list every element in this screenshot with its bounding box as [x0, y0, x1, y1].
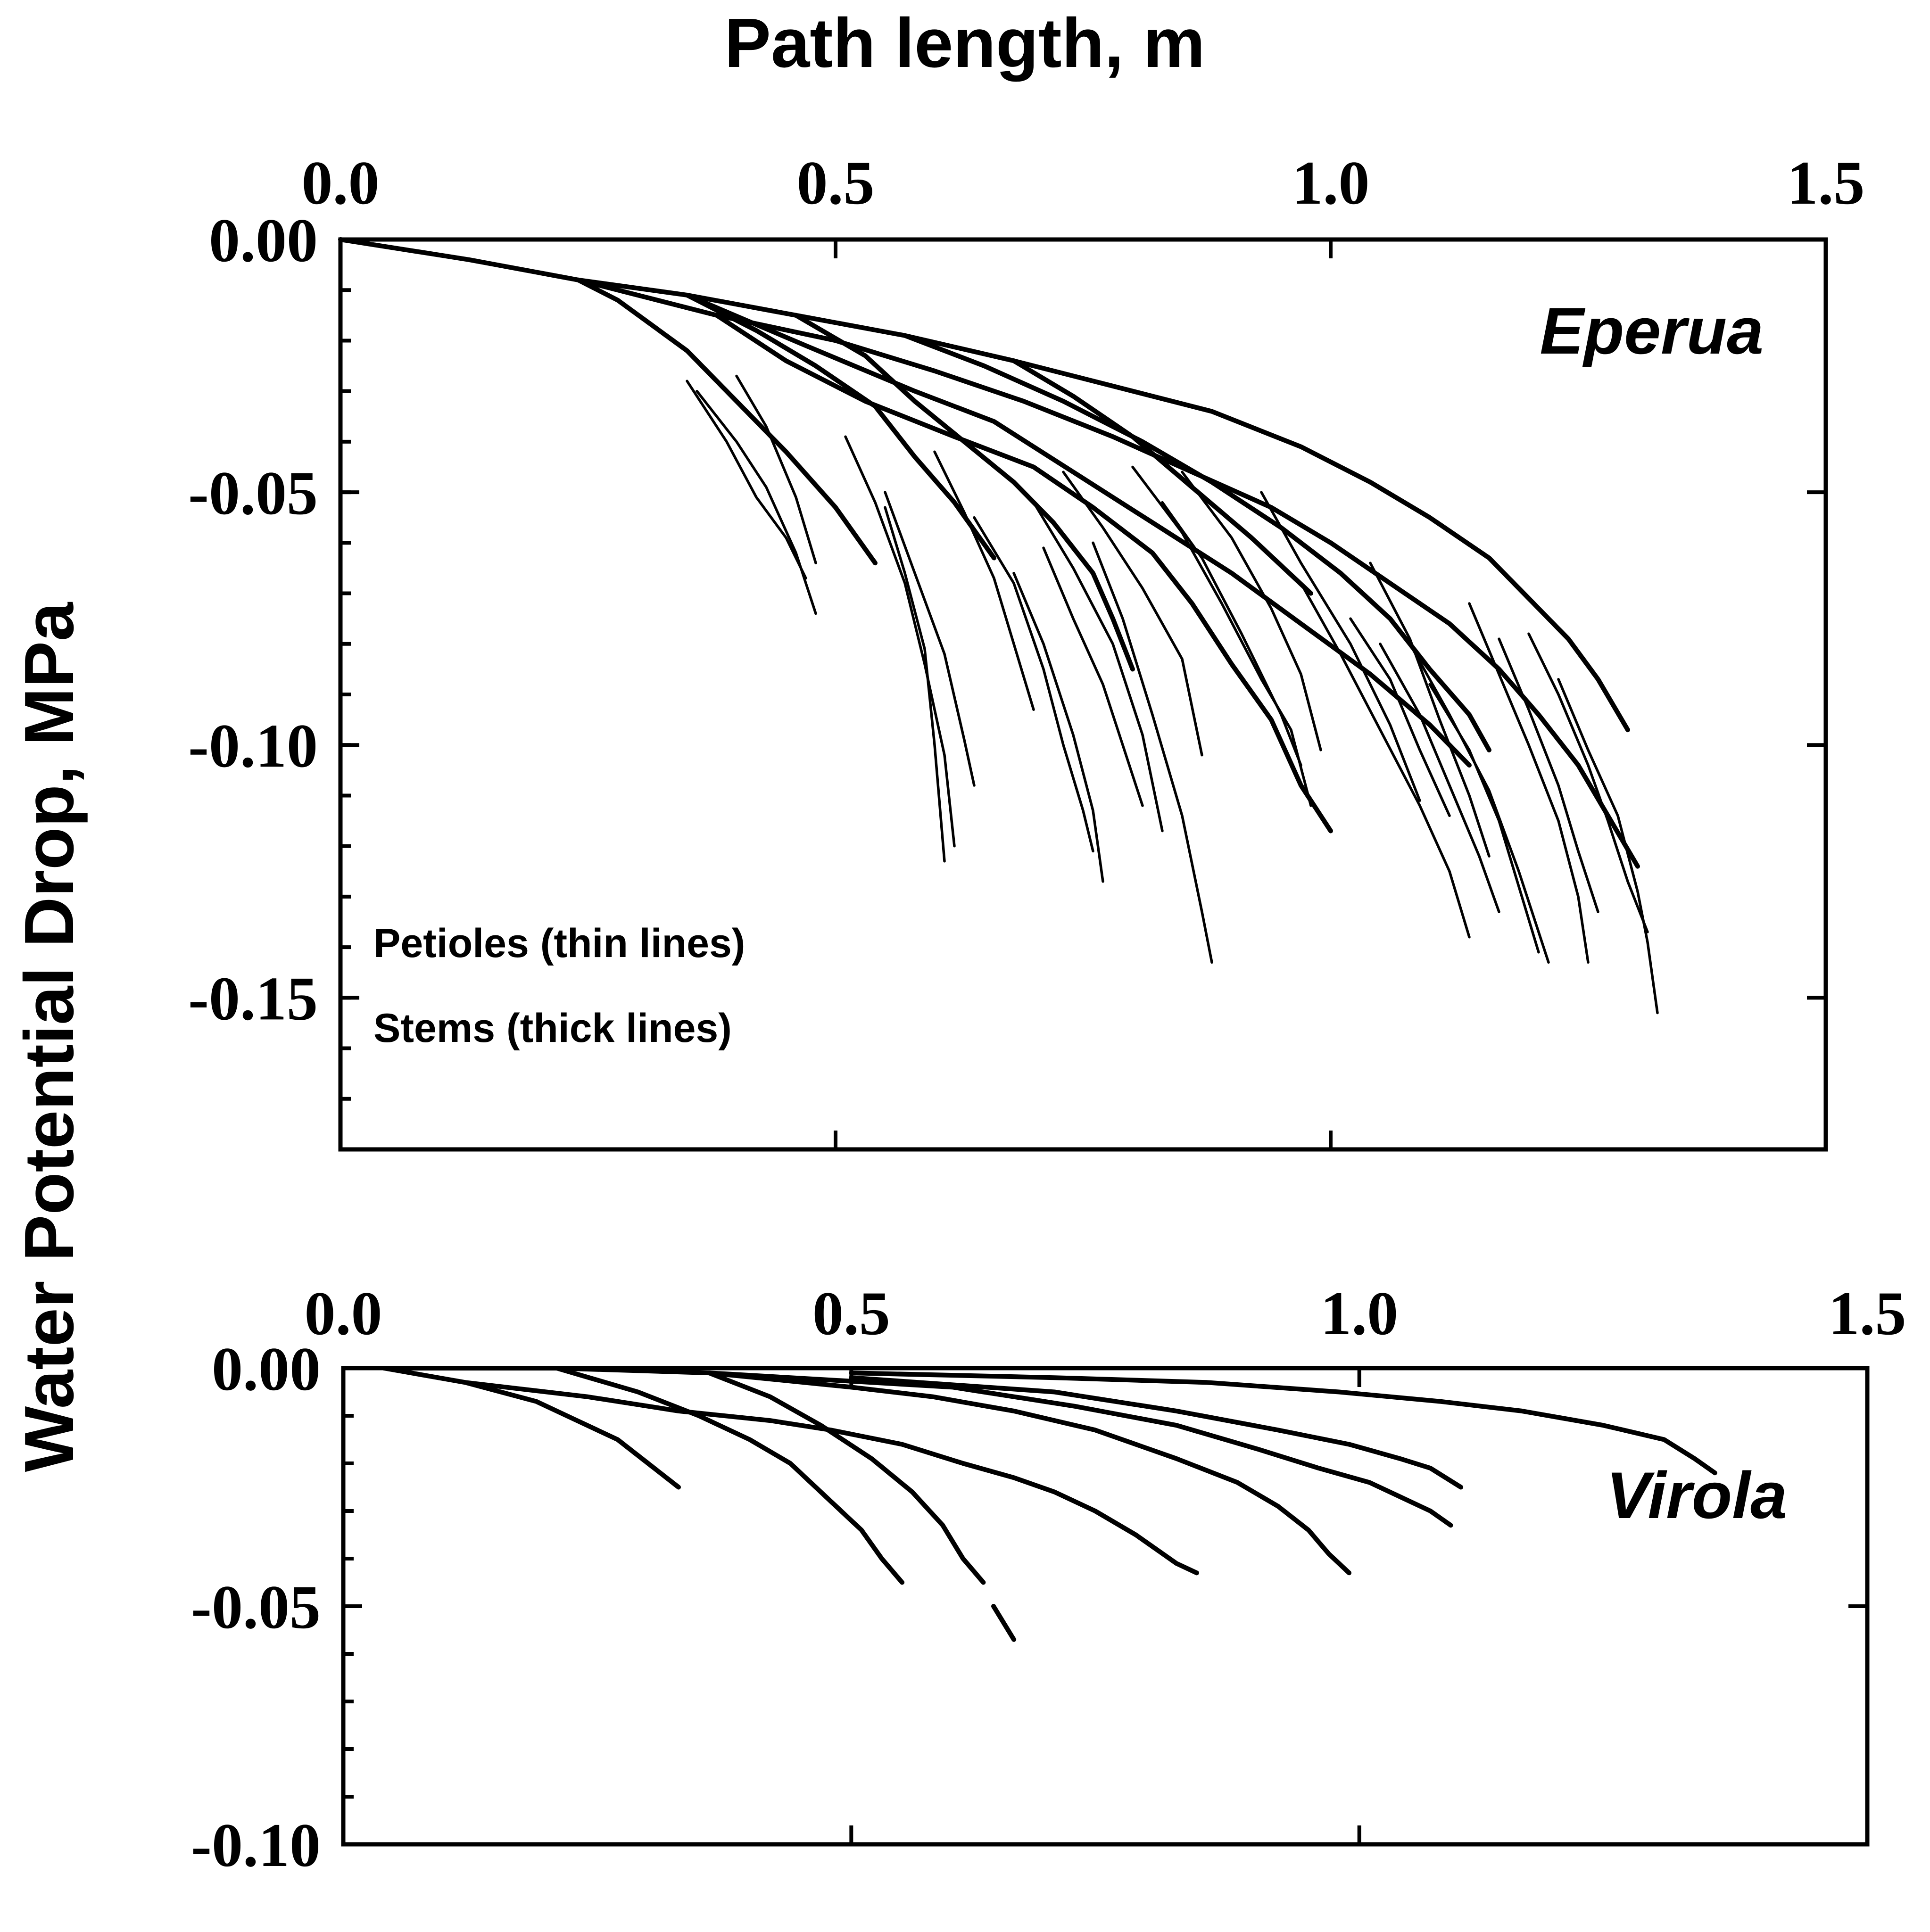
virola-species-label: Virola — [1606, 1458, 1787, 1532]
eperua-stem-line — [714, 313, 1333, 834]
eperua-petiole-line — [1408, 643, 1550, 964]
eperua-x-tick-label: 1.0 — [1292, 148, 1370, 217]
eperua-y-ticks: 0.00 -0.05 -0.10 -0.15 — [188, 206, 1826, 1033]
virola-x-tick-label: 0.5 — [812, 1279, 890, 1348]
eperua-petiole-line — [1498, 637, 1599, 913]
virola-series — [381, 1366, 1717, 1642]
virola-stem-line — [706, 1371, 1352, 1576]
eperua-petiole-line — [1131, 465, 1312, 807]
eperua-petiole-line — [735, 374, 817, 564]
eperua-stem-line — [685, 292, 1472, 768]
eperua-petiole-line — [844, 435, 956, 848]
eperua-stem-line — [576, 277, 1640, 869]
eperua-x-tick-label: 1.5 — [1787, 148, 1865, 217]
eperua-petiole-line — [933, 450, 1035, 711]
eperua-petiole-line — [1527, 632, 1649, 933]
eperua-x-tick-label: 0.0 — [302, 148, 380, 217]
eperua-stem-line — [1011, 358, 1313, 596]
eperua-petiole-line — [1032, 501, 1164, 833]
eperua-y-tick-label: -0.15 — [188, 964, 318, 1033]
eperua-petiole-line — [973, 516, 1094, 853]
virola-stem-line — [849, 1375, 1464, 1490]
eperua-petiole-line — [1379, 643, 1500, 913]
eperua-x-ticks: 0.0 0.5 1.0 1.5 — [302, 148, 1865, 1149]
virola-stem-line — [463, 1380, 1199, 1576]
virola-x-ticks: 0.0 0.5 1.0 1.5 — [305, 1279, 1906, 1844]
eperua-species-label: Eperua — [1540, 294, 1764, 368]
eperua-petiole-line — [1428, 683, 1540, 954]
petioles-annotation: Petioles (thin lines) — [373, 921, 745, 966]
eperua-stem-line — [794, 313, 1135, 672]
virola-y-ticks: 0.00 -0.05 -0.10 — [191, 1334, 1867, 1880]
virola-stem-line — [849, 1371, 1717, 1476]
eperua-petiole-line — [1012, 571, 1104, 883]
virola-x-tick-label: 1.5 — [1829, 1279, 1906, 1348]
eperua-petiole-line — [1161, 501, 1302, 767]
eperua-y-tick-label: -0.10 — [188, 711, 318, 780]
eperua-petiole-line — [1062, 471, 1203, 757]
virola-stem-line — [554, 1366, 986, 1585]
stems-annotation: Stems (thick lines) — [373, 1006, 732, 1051]
virola-plot-frame — [341, 1366, 1870, 1847]
eperua-series — [338, 237, 1659, 1015]
eperua-minor-ticks — [340, 238, 351, 1151]
eperua-petiole-line — [1260, 491, 1421, 802]
eperua-petiole-line — [884, 491, 976, 787]
eperua-petiole-line — [1369, 561, 1491, 858]
eperua-petiole-line — [1181, 471, 1322, 751]
eperua-stem-line — [338, 237, 1630, 733]
eperua-stem-line — [903, 333, 1491, 752]
eperua-petiole-line — [696, 389, 817, 615]
virola-stem-line — [381, 1366, 681, 1490]
virola-stem-line — [991, 1604, 1017, 1642]
eperua-petiole-line — [686, 380, 807, 580]
virola-x-tick-label: 1.0 — [1320, 1279, 1398, 1348]
y-axis-label: Water Potential Drop, MPa — [10, 602, 88, 1472]
eperua-y-tick-label: 0.00 — [209, 206, 318, 275]
eperua-stem-line — [576, 277, 878, 566]
eperua-y-tick-label: -0.05 — [188, 458, 318, 528]
eperua-petiole-line — [1300, 582, 1471, 939]
eperua-petiole-line — [884, 506, 946, 863]
virola-y-tick-label: 0.00 — [212, 1334, 321, 1404]
eperua-panel: Eperua Petioles (thin lines) Stems (thic… — [188, 148, 1865, 1152]
x-axis-label: Path length, m — [724, 4, 1205, 82]
eperua-petiole-line — [1092, 541, 1213, 964]
virola-minor-ticks — [343, 1366, 354, 1846]
virola-stem-line — [706, 1371, 1453, 1528]
virola-x-tick-label: 0.0 — [305, 1279, 382, 1348]
virola-stem-line — [381, 1366, 905, 1585]
virola-y-tick-label: -0.10 — [191, 1810, 321, 1880]
eperua-petiole-line — [1349, 617, 1451, 817]
eperua-petiole-line — [1042, 546, 1144, 807]
virola-y-tick-label: -0.05 — [191, 1572, 321, 1642]
eperua-x-tick-label: 0.5 — [797, 148, 875, 217]
virola-panel: Virola 0.0 0.5 1.0 1.5 0.00 -0.05 -0.10 — [191, 1279, 1906, 1880]
